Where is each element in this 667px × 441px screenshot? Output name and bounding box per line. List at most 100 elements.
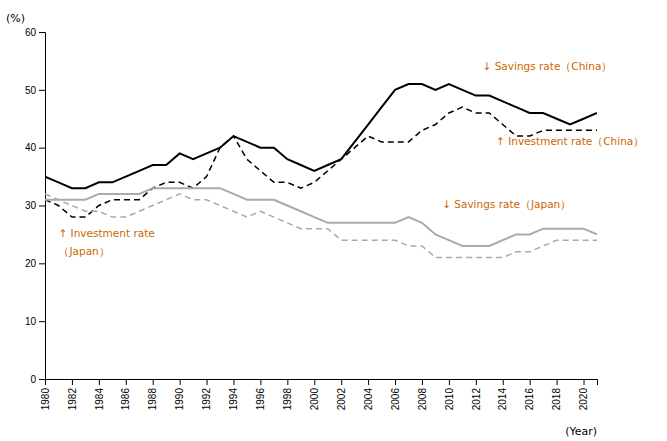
x-tick-mark xyxy=(449,379,450,385)
x-tick-label: 2014 xyxy=(497,388,508,411)
x-tick-label: 1992 xyxy=(201,388,212,411)
x-tick-label: 1982 xyxy=(67,388,78,411)
x-tick-mark xyxy=(180,379,181,385)
y-axis-line xyxy=(39,33,46,380)
y-tick-mark xyxy=(39,148,45,149)
y-tick-mark xyxy=(39,90,45,91)
x-tick-mark xyxy=(395,379,396,385)
x-axis-label: (Year) xyxy=(565,425,597,438)
y-tick-label: 30 xyxy=(25,200,37,211)
x-tick: 1986 xyxy=(120,379,131,410)
x-tick: 2002 xyxy=(336,379,347,410)
x-tick: 1992 xyxy=(201,379,212,410)
x-tick: 2006 xyxy=(390,379,401,410)
series-line xyxy=(45,194,597,258)
y-tick: 40 xyxy=(25,142,45,153)
x-tick-mark xyxy=(557,379,558,385)
x-tick-label: 2000 xyxy=(309,388,320,411)
x-tick-mark xyxy=(341,379,342,385)
y-tick-mark xyxy=(39,263,45,264)
lines xyxy=(45,84,597,257)
x-tick: 1994 xyxy=(228,379,239,410)
x-tick-label: 2004 xyxy=(363,388,374,411)
x-tick-label: 1998 xyxy=(282,388,293,411)
x-tick-label: 1980 xyxy=(40,388,51,411)
x-tick: 1988 xyxy=(147,379,158,410)
x-tick: 2012 xyxy=(471,379,482,410)
x-tick-mark xyxy=(287,379,288,385)
annotation: ↓ Savings rate（China） xyxy=(483,60,613,72)
x-tick-label: 1994 xyxy=(228,388,239,411)
y-tick-mark xyxy=(39,32,45,33)
x-tick-label: 2008 xyxy=(417,388,428,411)
x-tick: 2000 xyxy=(309,379,320,410)
y-tick-label: 60 xyxy=(25,27,37,38)
x-tick-label: 2012 xyxy=(471,388,482,411)
x-tick: 2014 xyxy=(497,379,508,410)
x-tick-mark xyxy=(72,379,73,385)
x-tick-mark xyxy=(530,379,531,385)
chart: 1980 1982 1984 1986 1988 1990 1992 1994 1996 1998… xyxy=(0,0,667,441)
x-tick-mark xyxy=(314,379,315,385)
x-tick-mark xyxy=(207,379,208,385)
x-tick: 2018 xyxy=(551,379,562,410)
plot: 1980 1982 1984 1986 1988 1990 1992 1994 1996 1998… xyxy=(6,12,644,438)
x-tick-label: 1986 xyxy=(120,388,131,411)
y-tick-mark xyxy=(39,206,45,207)
y-tick: 0 xyxy=(30,374,45,385)
annotation: （Japan） xyxy=(58,245,109,257)
x-tick: 1982 xyxy=(67,379,78,410)
annotation: ↓ Savings rate（Japan） xyxy=(442,198,571,210)
x-tick-mark xyxy=(584,379,585,385)
x-tick-mark xyxy=(368,379,369,385)
x-axis-line xyxy=(46,380,598,386)
x-tick-label: 2010 xyxy=(444,388,455,411)
x-tick: 2016 xyxy=(524,379,535,410)
x-tick-mark xyxy=(99,379,100,385)
series-line xyxy=(45,188,597,246)
y-tick: 10 xyxy=(25,316,45,327)
x-tick-label: 1990 xyxy=(174,388,185,411)
x-tick-mark xyxy=(476,379,477,385)
y-tick-label: 0 xyxy=(30,374,36,385)
x-tick: 1996 xyxy=(255,379,266,410)
y-tick-label: 10 xyxy=(25,316,37,327)
x-tick-mark xyxy=(422,379,423,385)
x-tick-label: 2016 xyxy=(524,388,535,411)
x-tick-mark xyxy=(126,379,127,385)
y-tick: 60 xyxy=(25,27,45,38)
x-tick: 1980 xyxy=(40,379,51,410)
y-tick-label: 40 xyxy=(25,142,37,153)
x-tick-label: 2006 xyxy=(390,388,401,411)
x-tick-mark xyxy=(260,379,261,385)
x-tick: 2010 xyxy=(444,379,455,410)
y-tick-label: 20 xyxy=(25,258,37,269)
y-tick: 50 xyxy=(25,85,45,96)
y-axis: 0 10 20 30 40 50 60 xyxy=(25,27,46,385)
annotations: ↓ Savings rate（China） ↑ Investment rate（C… xyxy=(58,60,644,257)
x-tick-mark xyxy=(503,379,504,385)
x-tick: 2020 xyxy=(578,379,589,410)
x-tick: 1998 xyxy=(282,379,293,410)
y-tick-label: 50 xyxy=(25,85,37,96)
x-axis: 1980 1982 1984 1986 1988 1990 1992 1994 1996 1998… xyxy=(40,379,598,410)
x-tick-label: 1996 xyxy=(255,388,266,411)
y-tick-mark xyxy=(39,321,45,322)
y-tick: 20 xyxy=(25,258,45,269)
x-tick: 2004 xyxy=(363,379,374,410)
x-tick-label: 2018 xyxy=(551,388,562,411)
annotation: ↑ Investment rate（China） xyxy=(496,135,644,147)
x-tick-label: 2020 xyxy=(578,388,589,411)
x-tick: 1984 xyxy=(94,379,105,410)
x-tick-label: 2002 xyxy=(336,388,347,411)
series-line xyxy=(45,107,597,217)
x-tick-label: 1988 xyxy=(147,388,158,411)
x-tick: 1990 xyxy=(174,379,185,410)
y-axis-label: (%) xyxy=(6,12,25,25)
x-tick-mark xyxy=(153,379,154,385)
x-tick-label: 1984 xyxy=(94,388,105,411)
y-tick: 30 xyxy=(25,200,45,211)
x-tick-mark xyxy=(233,379,234,385)
y-tick-mark xyxy=(39,379,45,380)
annotation: ↑ Investment rate xyxy=(58,227,154,239)
